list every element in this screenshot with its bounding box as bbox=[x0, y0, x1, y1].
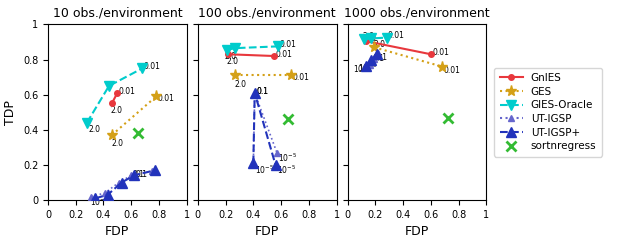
Text: 0.01: 0.01 bbox=[388, 31, 404, 40]
Text: 0.01: 0.01 bbox=[432, 48, 449, 57]
Text: 0.01: 0.01 bbox=[119, 87, 136, 96]
Title: 10 obs./environment: 10 obs./environment bbox=[52, 6, 182, 19]
Text: 2.0: 2.0 bbox=[373, 40, 385, 49]
Text: 0.1: 0.1 bbox=[372, 54, 385, 63]
Text: $10^{-5}$: $10^{-5}$ bbox=[277, 164, 296, 176]
Text: 0.01: 0.01 bbox=[144, 62, 161, 71]
Text: 2.0: 2.0 bbox=[111, 139, 123, 148]
Text: 0.1: 0.1 bbox=[256, 87, 268, 96]
Title: 100 obs./environment: 100 obs./environment bbox=[198, 6, 336, 19]
Text: 0.01: 0.01 bbox=[157, 94, 175, 103]
Text: 2.0: 2.0 bbox=[362, 32, 374, 41]
Title: 1000 obs./environment: 1000 obs./environment bbox=[344, 6, 490, 19]
Text: $10^{-5}$: $10^{-5}$ bbox=[353, 62, 372, 74]
Text: 0.01: 0.01 bbox=[280, 40, 296, 49]
X-axis label: FDP: FDP bbox=[255, 225, 279, 238]
X-axis label: FDP: FDP bbox=[105, 225, 129, 238]
Text: 2.0: 2.0 bbox=[88, 125, 100, 134]
Text: 0.1: 0.1 bbox=[136, 170, 147, 179]
Text: $10^{-5}$: $10^{-5}$ bbox=[90, 196, 109, 208]
Text: 2.0: 2.0 bbox=[227, 57, 238, 66]
Text: 0.01: 0.01 bbox=[292, 73, 309, 81]
Legend: GnIES, GES, GIES-Oracle, UT-IGSP, UT-IGSP+, sortnregress: GnIES, GES, GIES-Oracle, UT-IGSP, UT-IGS… bbox=[494, 68, 602, 157]
Text: $10^{-5}$: $10^{-5}$ bbox=[358, 61, 377, 74]
Text: 0.1: 0.1 bbox=[132, 170, 145, 179]
Text: 0.1: 0.1 bbox=[256, 87, 268, 96]
Text: $10^{-5}$: $10^{-5}$ bbox=[278, 152, 298, 164]
Text: 2.0: 2.0 bbox=[235, 80, 246, 89]
Text: 2.0: 2.0 bbox=[225, 52, 237, 61]
Text: $10^{-5}$: $10^{-5}$ bbox=[255, 163, 274, 175]
X-axis label: FDP: FDP bbox=[405, 225, 429, 238]
Text: 2.0: 2.0 bbox=[364, 34, 376, 43]
Y-axis label: TDP: TDP bbox=[4, 100, 17, 125]
Text: 0.01: 0.01 bbox=[444, 66, 460, 75]
Text: 0.01: 0.01 bbox=[276, 50, 292, 59]
Text: 0.1: 0.1 bbox=[376, 53, 387, 62]
Text: 2.0: 2.0 bbox=[111, 106, 122, 115]
